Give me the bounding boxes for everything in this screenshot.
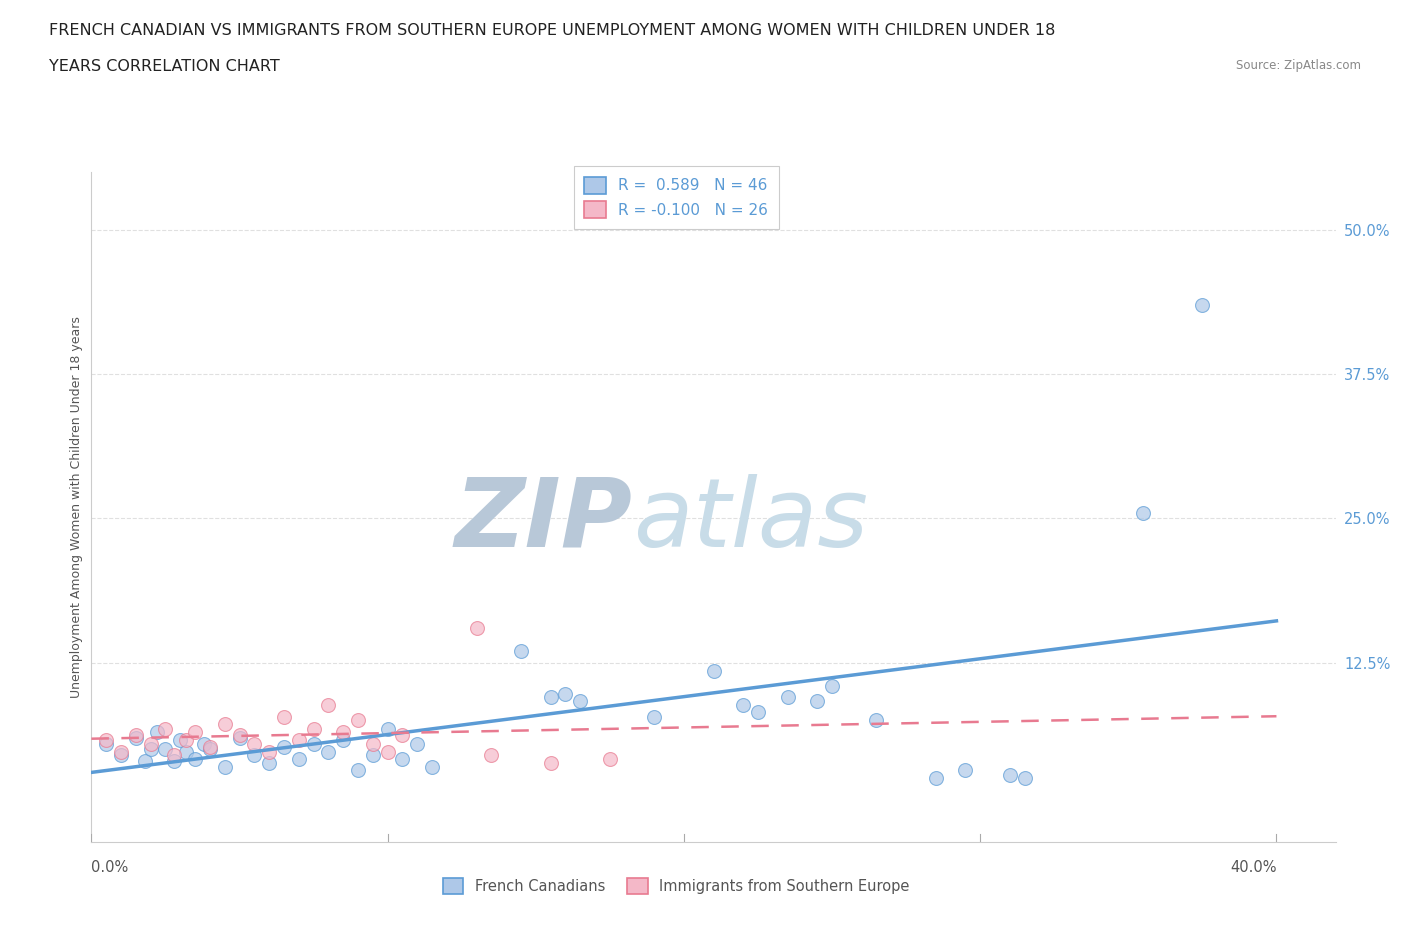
Point (155, 742, 177, 757)
Point (747, 705, 769, 720)
Point (302, 736, 325, 751)
Point (169, 733, 191, 748)
Point (198, 742, 221, 757)
Point (540, 756, 562, 771)
Point (257, 756, 280, 771)
Point (110, 748, 132, 763)
Point (287, 751, 309, 766)
Point (955, 763, 977, 777)
Point (806, 694, 828, 709)
Point (139, 742, 162, 757)
Text: FRENCH CANADIAN VS IMMIGRANTS FROM SOUTHERN EUROPE UNEMPLOYMENT AMONG WOMEN WITH: FRENCH CANADIAN VS IMMIGRANTS FROM SOUTH… (49, 23, 1056, 38)
Point (125, 728, 148, 743)
Point (391, 728, 413, 743)
Point (145, 724, 167, 739)
Point (273, 739, 295, 754)
Point (347, 713, 370, 728)
Point (599, 751, 621, 766)
Point (184, 724, 207, 739)
Point (510, 644, 533, 658)
Point (702, 663, 725, 678)
Text: 40.0%: 40.0% (1230, 860, 1277, 875)
Point (643, 710, 665, 724)
Point (302, 721, 325, 736)
Point (391, 751, 413, 766)
Point (377, 721, 399, 736)
Y-axis label: Unemployment Among Women with Children Under 18 years: Unemployment Among Women with Children U… (70, 316, 83, 698)
Point (540, 690, 562, 705)
Point (361, 748, 384, 763)
Text: Source: ZipAtlas.com: Source: ZipAtlas.com (1236, 59, 1361, 72)
Point (110, 744, 132, 759)
Point (184, 751, 207, 766)
Point (332, 724, 354, 739)
Point (361, 736, 384, 751)
Point (273, 710, 295, 724)
Point (96, 733, 118, 748)
Point (733, 698, 755, 713)
Text: YEARS CORRELATION CHART: YEARS CORRELATION CHART (49, 59, 280, 73)
Point (193, 736, 215, 751)
Point (569, 694, 592, 709)
Point (163, 753, 186, 768)
Point (228, 728, 250, 743)
Point (214, 716, 236, 731)
Point (174, 744, 197, 759)
Point (420, 759, 443, 774)
Point (347, 763, 370, 777)
Point (821, 678, 844, 693)
Point (134, 753, 156, 768)
Point (257, 744, 280, 759)
Point (925, 771, 948, 786)
Point (479, 748, 502, 763)
Point (163, 748, 186, 763)
Point (318, 698, 340, 713)
Point (377, 744, 399, 759)
Text: 0.0%: 0.0% (91, 860, 128, 875)
Legend: French Canadians, Immigrants from Southern Europe: French Canadians, Immigrants from Southe… (436, 870, 917, 901)
Point (998, 767, 1021, 782)
Point (198, 739, 221, 754)
Text: atlas: atlas (633, 473, 868, 566)
Point (318, 744, 340, 759)
Point (1014, 771, 1036, 786)
Point (96, 736, 118, 751)
Point (776, 690, 799, 705)
Point (243, 736, 266, 751)
Point (554, 686, 576, 701)
Point (465, 620, 488, 635)
Text: ZIP: ZIP (454, 473, 633, 566)
Point (287, 733, 309, 748)
Point (174, 733, 197, 748)
Point (125, 730, 148, 745)
Point (155, 721, 177, 736)
Point (1132, 505, 1154, 520)
Point (1191, 298, 1213, 312)
Point (214, 759, 236, 774)
Point (243, 748, 266, 763)
Point (228, 730, 250, 745)
Point (406, 736, 429, 751)
Point (332, 733, 354, 748)
Point (139, 736, 162, 751)
Point (865, 713, 887, 728)
